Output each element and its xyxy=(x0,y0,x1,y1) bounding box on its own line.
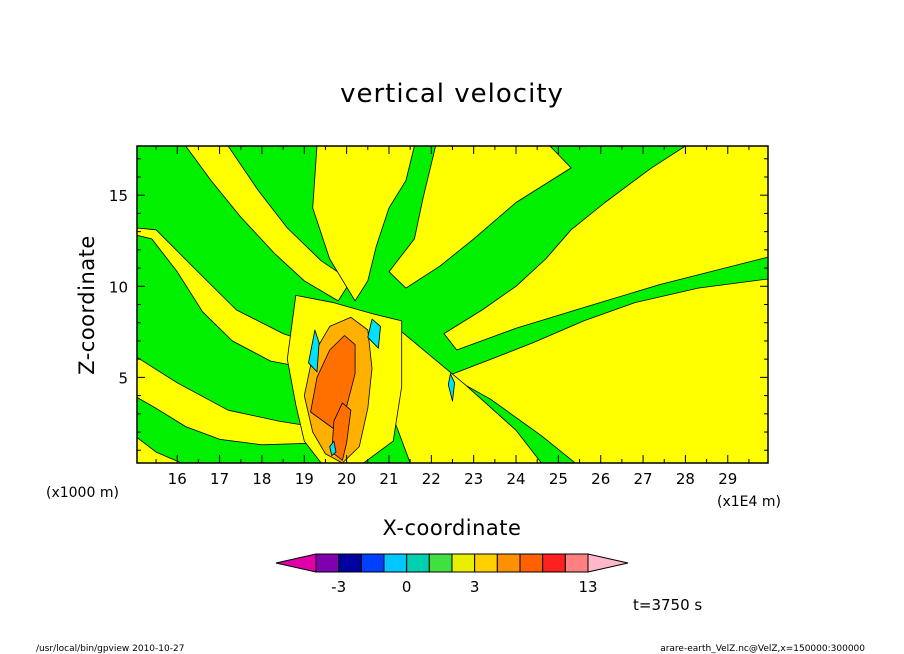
x-tick-label: 28 xyxy=(676,470,695,488)
x-tick-label: 16 xyxy=(168,470,187,488)
x-axis-label: X-coordinate xyxy=(383,516,522,540)
time-label: t=3750 s xyxy=(633,596,702,614)
chart-title: vertical velocity xyxy=(340,79,564,109)
x-tick-label: 25 xyxy=(549,470,568,488)
x-tick-label: 24 xyxy=(506,470,525,488)
x-tick-label: 29 xyxy=(718,470,737,488)
colorbar-label: 3 xyxy=(470,578,480,596)
y-axis-label: Z-coordinate xyxy=(75,235,99,375)
y-tick-label: 15 xyxy=(109,187,128,205)
contour-band-13 xyxy=(367,318,381,349)
colorbar-segment xyxy=(383,553,408,573)
x-unit-right: (x1E4 m) xyxy=(717,494,781,510)
contour-band-14 xyxy=(447,373,456,402)
footer-left: /usr/local/bin/gpview 2010-10-27 xyxy=(36,644,184,654)
contour-band-3 xyxy=(137,437,182,463)
contour-band-5 xyxy=(388,146,572,289)
colorbar-under-arrow xyxy=(275,553,317,573)
contour-band-4 xyxy=(312,146,415,302)
x-unit-left: (x1000 m) xyxy=(46,485,119,501)
y-axis-ticks: 5 10 15 xyxy=(109,158,768,451)
colorbar-segment xyxy=(496,553,521,573)
x-tick-label: 21 xyxy=(379,470,398,488)
x-axis-ticks: 16 17 18 19 20 21 22 23 24 25 26 27 28 29 xyxy=(155,146,750,488)
colorbar-label: 0 xyxy=(402,578,412,596)
colorbar-segment xyxy=(451,553,476,573)
colorbar-segment xyxy=(474,553,498,573)
x-tick-label: 27 xyxy=(634,470,653,488)
colorbar-segment xyxy=(338,553,362,573)
y-tick-label: 10 xyxy=(109,278,128,296)
contour-band-1 xyxy=(185,146,352,302)
contour-band-2 xyxy=(137,356,318,446)
footer-right: arare-earth_VelZ.nc@VelZ,x=150000:300000 xyxy=(660,644,865,654)
colorbar-segment xyxy=(360,553,385,573)
x-tick-label: 22 xyxy=(422,470,441,488)
colorbar-segment xyxy=(315,553,340,573)
colorbar-label: -3 xyxy=(331,578,346,596)
colorbar xyxy=(275,553,629,573)
x-tick-label: 18 xyxy=(252,470,271,488)
colorbar-segment xyxy=(519,553,544,573)
colorbar-segment xyxy=(564,553,589,573)
contour-field xyxy=(137,146,768,463)
y-tick-label: 5 xyxy=(118,369,128,387)
contour-band-15 xyxy=(329,440,337,457)
colorbar-segment xyxy=(542,553,566,573)
x-tick-label: 20 xyxy=(337,470,356,488)
colorbar-over-arrow xyxy=(587,553,629,573)
colorbar-label: 13 xyxy=(578,578,597,596)
x-tick-label: 23 xyxy=(464,470,483,488)
x-tick-label: 26 xyxy=(591,470,610,488)
colorbar-segment xyxy=(428,553,453,573)
colorbar-labels: -3 0 3 13 xyxy=(331,578,597,596)
contour-band-6 xyxy=(443,146,768,463)
x-tick-label: 17 xyxy=(210,470,229,488)
colorbar-segment xyxy=(406,553,430,573)
x-tick-label: 19 xyxy=(295,470,314,488)
contour-band-12 xyxy=(308,329,320,373)
